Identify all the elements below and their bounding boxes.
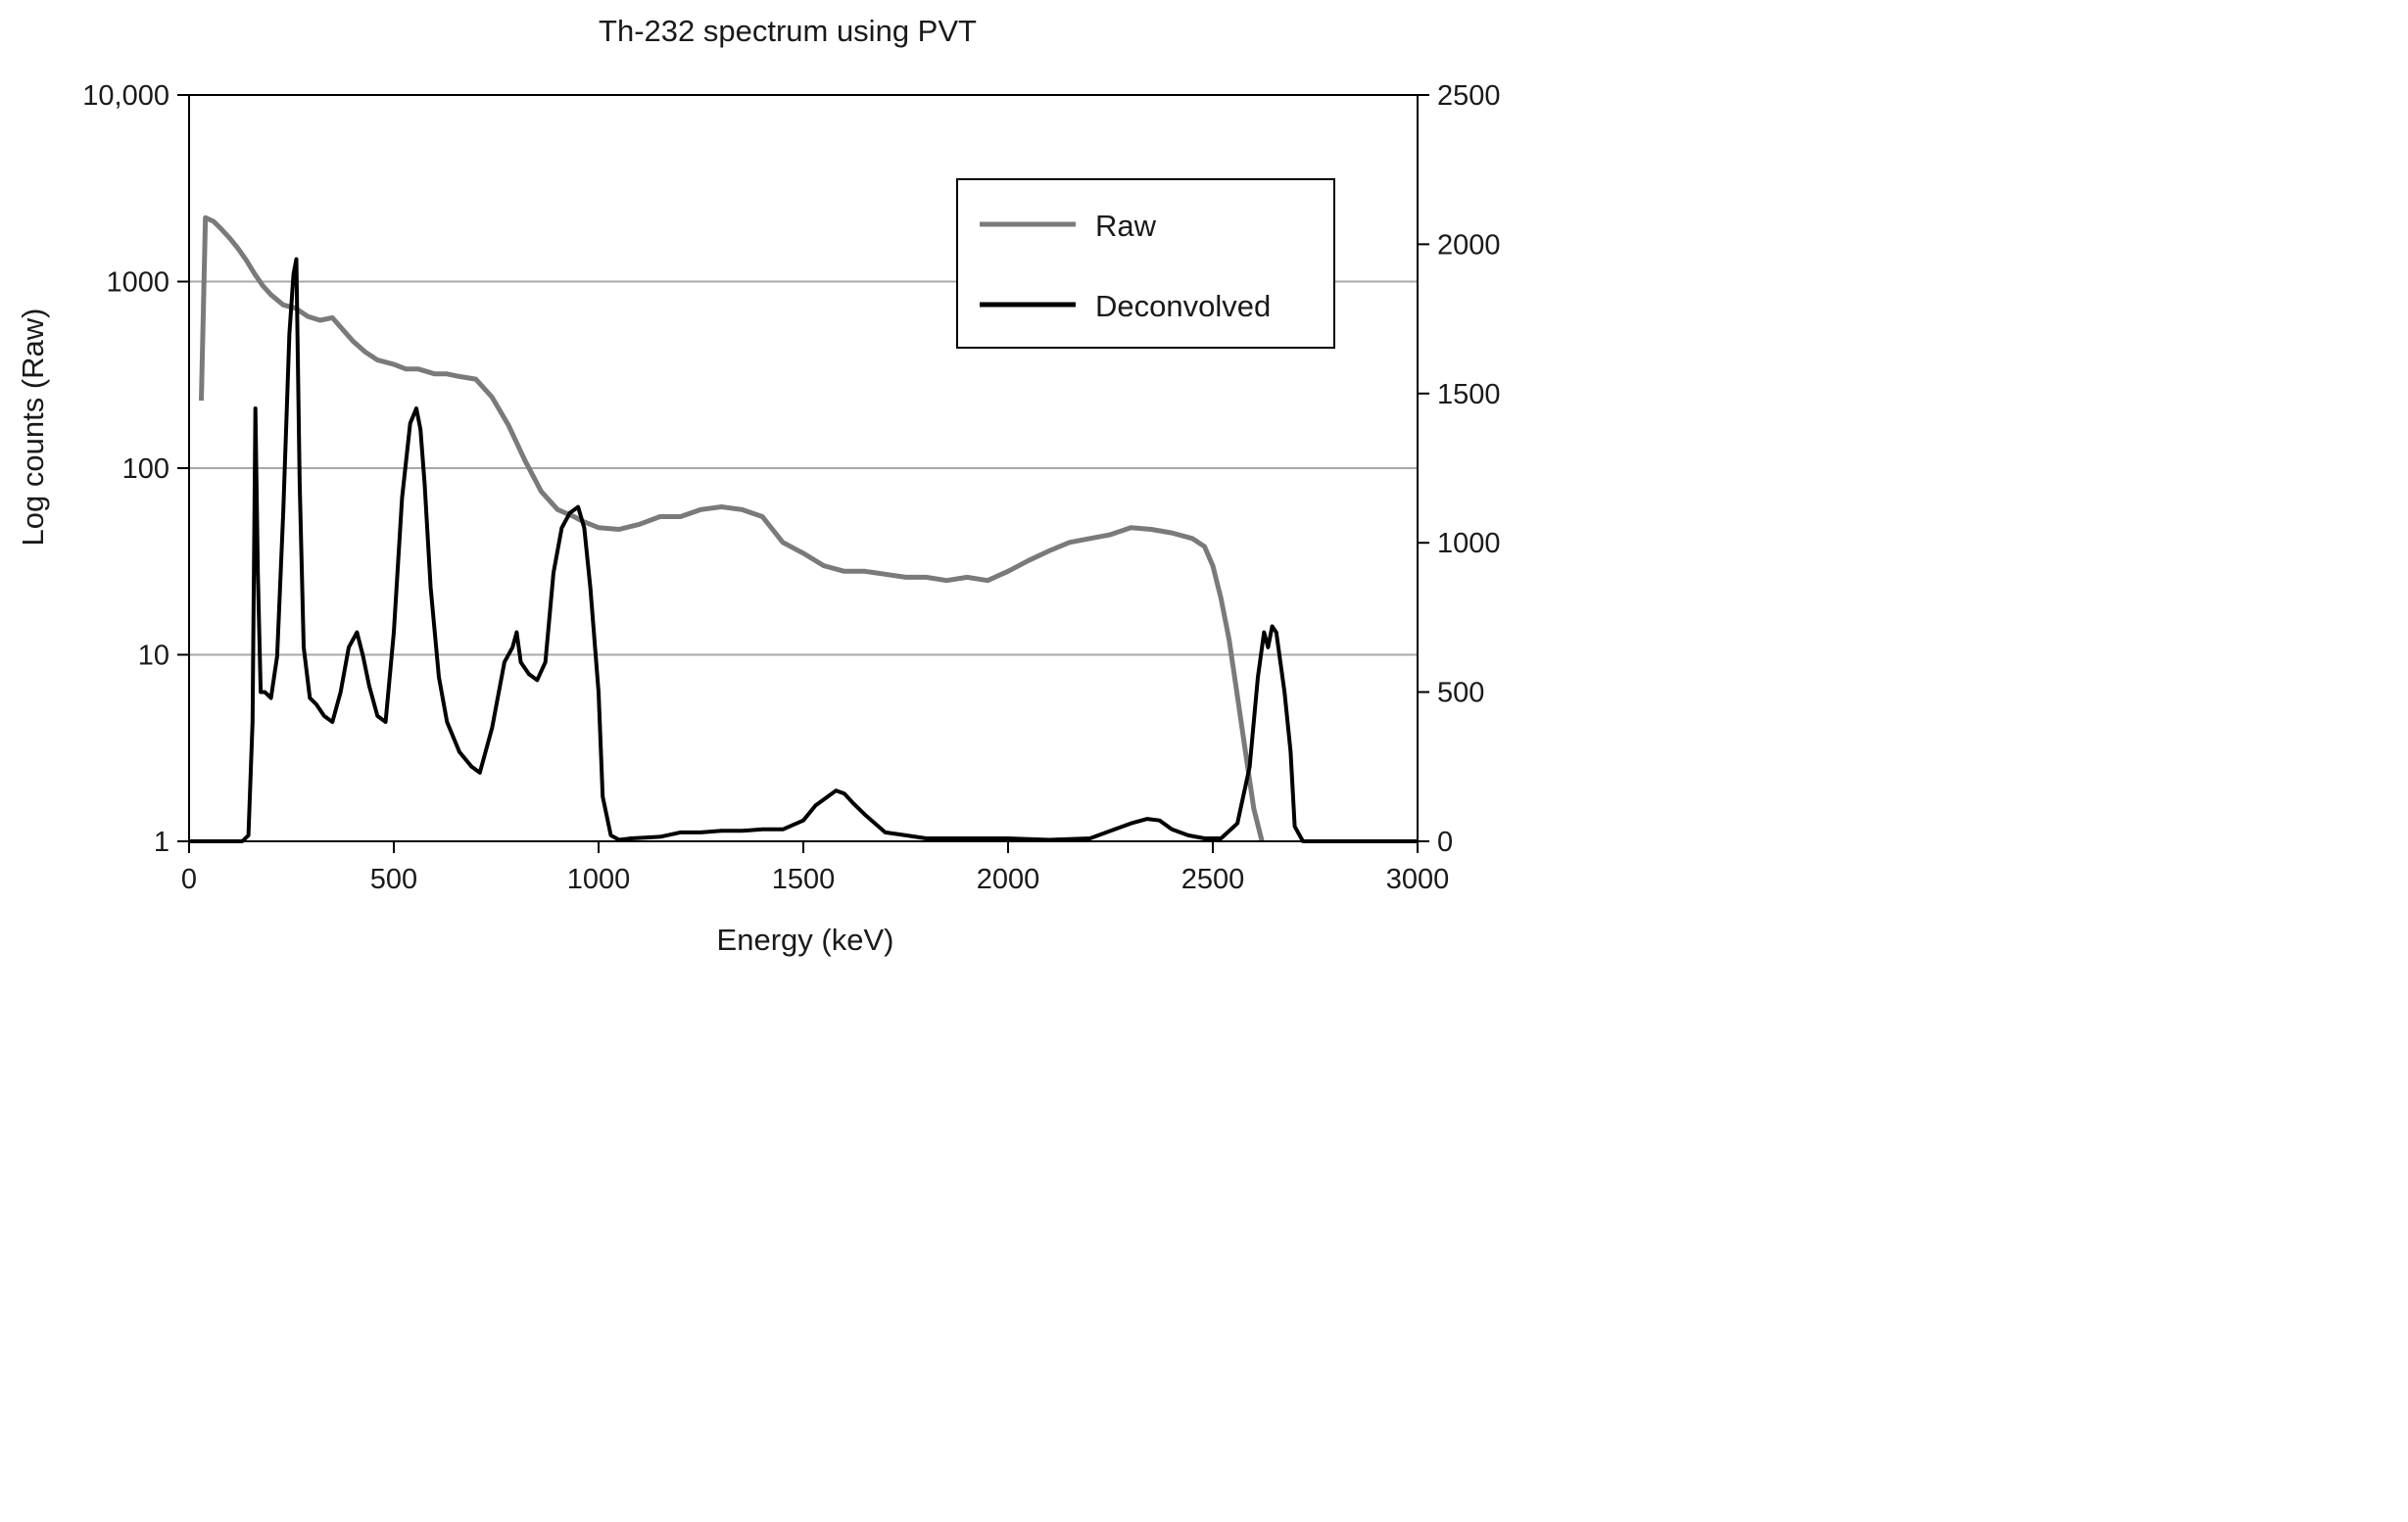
chart-title: Th-232 spectrum using PVT: [599, 14, 977, 48]
legend-label-raw: Raw: [1095, 209, 1157, 243]
series-line-raw: [199, 214, 1265, 842]
y-tick-label-4: 10,000: [82, 80, 169, 112]
y2-tick-label-1: 500: [1437, 678, 1484, 709]
chart-svg: 1 10 100 1000 10,000 0 500 1000 1500 2000 2500 0 500…: [16, 14, 1501, 957]
y2-tick-label-0: 0: [1437, 827, 1453, 858]
x-tick-label-5: 2500: [1181, 864, 1245, 895]
x-tick-label-2: 1000: [567, 864, 631, 895]
y-axis-label: Log counts (Raw): [16, 309, 50, 547]
x-tick-label-3: 1500: [772, 864, 836, 895]
x-tick-label-0: 0: [181, 864, 197, 895]
y-tick-label-0: 1: [154, 827, 169, 858]
x-tick-label-6: 3000: [1386, 864, 1450, 895]
axis-ticks: 1 10 100 1000 10,000 0 500 1000 1500 2000 2500 0 500…: [82, 80, 1500, 895]
y-tick-label-1: 10: [138, 641, 169, 672]
series-line-deconvolved: [189, 257, 1418, 843]
legend-box: [956, 178, 1335, 349]
legend: Raw Deconvolved: [956, 178, 1335, 349]
x-axis-label: Energy (keV): [717, 923, 894, 957]
x-tick-label-4: 2000: [977, 864, 1040, 895]
y2-tick-label-5: 2500: [1437, 80, 1501, 112]
legend-label-deconvolved: Deconvolved: [1095, 289, 1271, 323]
x-tick-label-1: 500: [370, 864, 417, 895]
y2-tick-label-3: 1500: [1437, 379, 1501, 410]
y2-tick-label-2: 1000: [1437, 528, 1501, 559]
y2-tick-label-4: 2000: [1437, 229, 1501, 261]
y-tick-label-2: 100: [122, 453, 169, 485]
y-tick-label-3: 1000: [106, 267, 169, 299]
series-lines: [189, 214, 1418, 843]
chart-container: 1 10 100 1000 10,000 0 500 1000 1500 2000 2500 0 500…: [0, 0, 1536, 971]
